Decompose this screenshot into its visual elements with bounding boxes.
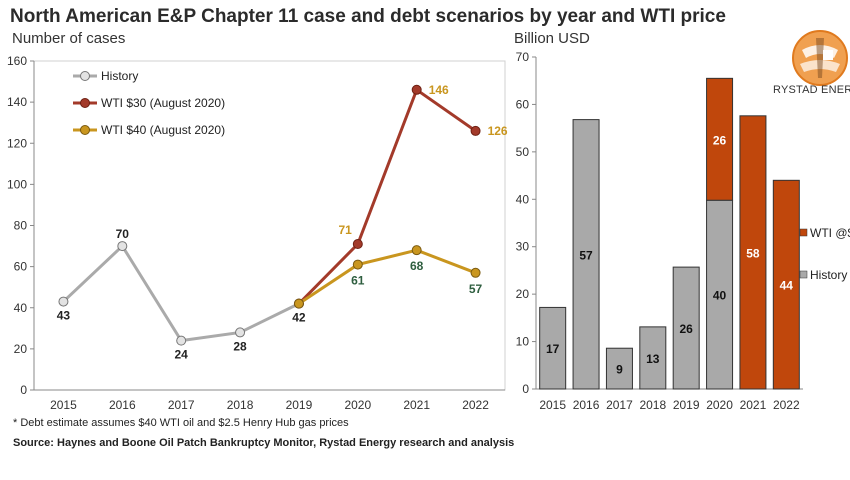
bar-wti (739, 115, 767, 390)
data-label: 68 (410, 259, 424, 273)
data-label: 42 (292, 311, 306, 325)
x-tick-label: 2018 (227, 398, 254, 412)
bar-legend-label: WTI @$ (810, 226, 850, 240)
series-line-1 (297, 87, 477, 305)
bar-data-label: 13 (646, 352, 660, 366)
data-point (411, 245, 422, 256)
data-point (470, 267, 481, 278)
bar-y-tick-label: 60 (516, 97, 530, 111)
data-point (235, 327, 246, 338)
x-tick-label: 2022 (462, 398, 489, 412)
data-label: 61 (351, 274, 365, 288)
bar-x-tick-label: 2015 (539, 398, 566, 412)
x-tick-label: 2017 (168, 398, 195, 412)
data-label: 57 (469, 282, 483, 296)
x-tick-label: 2016 (109, 398, 136, 412)
bar-y-tick-label: 0 (522, 382, 529, 396)
y-tick-label: 140 (7, 95, 27, 109)
legend-label: History (101, 69, 138, 83)
bar-history (639, 326, 667, 390)
data-label: 71 (338, 223, 352, 237)
data-label: 28 (233, 339, 247, 353)
x-tick-label: 2020 (344, 398, 371, 412)
series-line-2 (298, 248, 477, 305)
bar-x-tick-label: 2017 (606, 398, 633, 412)
data-point (352, 259, 363, 270)
y-tick-label: 60 (14, 260, 28, 274)
right-axis-title: Billion USD (514, 30, 590, 47)
footnote: * Debt estimate assumes $40 WTI oil and … (13, 417, 349, 429)
y-tick-label: 100 (7, 177, 27, 191)
y-tick-label: 80 (14, 219, 28, 233)
chart-title: North American E&P Chapter 11 case and d… (10, 6, 726, 27)
bar-history (672, 266, 700, 390)
bar-wti (772, 179, 800, 390)
bar-data-label: 44 (780, 279, 794, 293)
bar-data-label: 26 (680, 322, 694, 336)
x-tick-label: 2015 (50, 398, 77, 412)
data-point (58, 296, 69, 307)
bar-data-label: 17 (546, 342, 560, 356)
y-tick-label: 120 (7, 136, 27, 150)
legend-marker (80, 71, 90, 81)
source-note: Source: Haynes and Boone Oil Patch Bankr… (13, 437, 515, 449)
bar-y-tick-label: 30 (516, 240, 530, 254)
data-label: 70 (116, 227, 130, 241)
bar-y-tick-label: 40 (516, 192, 530, 206)
data-label: 126 (488, 124, 508, 138)
bar-x-tick-label: 2022 (773, 398, 800, 412)
legend-label: WTI $40 (August 2020) (101, 123, 225, 137)
bar-y-tick-label: 10 (516, 335, 530, 349)
bar-wti (706, 77, 734, 201)
y-tick-label: 160 (7, 54, 27, 68)
x-tick-label: 2019 (286, 398, 313, 412)
y-tick-label: 40 (14, 301, 28, 315)
y-tick-label: 20 (14, 342, 28, 356)
bar-history (572, 119, 600, 390)
legend-label: WTI $30 (August 2020) (101, 96, 225, 110)
bar-x-tick-label: 2016 (573, 398, 600, 412)
data-label: 146 (429, 83, 449, 97)
data-point (411, 84, 422, 95)
bar-history (706, 199, 734, 390)
data-point (117, 241, 128, 252)
data-point (293, 298, 304, 309)
legend-marker (80, 98, 90, 108)
bar-y-tick-label: 50 (516, 145, 530, 159)
data-label: 24 (175, 348, 189, 362)
bar-data-label: 58 (746, 246, 760, 260)
data-point (470, 125, 481, 136)
bar-y-tick-label: 70 (516, 50, 530, 64)
bar-x-tick-label: 2018 (639, 398, 666, 412)
legend-marker (80, 125, 90, 135)
data-point (352, 239, 363, 250)
bar-x-tick-label: 2021 (740, 398, 767, 412)
bar-legend-marker-wti (799, 228, 808, 237)
bar-data-label: 40 (713, 289, 727, 303)
bar-data-label: 57 (579, 248, 593, 262)
bar-legend-marker-history (799, 270, 808, 279)
brand-name: RYSTAD ENERGY (773, 84, 850, 96)
y-tick-label: 0 (20, 383, 27, 397)
plot-area-border (33, 60, 506, 391)
x-tick-label: 2021 (403, 398, 430, 412)
data-point (176, 335, 187, 346)
rystad-logo-icon (792, 30, 848, 86)
data-label: 43 (57, 309, 71, 323)
bar-data-label: 9 (616, 363, 623, 377)
bar-history (539, 306, 567, 390)
bar-x-tick-label: 2020 (706, 398, 733, 412)
bar-x-tick-label: 2019 (673, 398, 700, 412)
left-axis-title: Number of cases (12, 30, 126, 47)
bar-data-label: 26 (713, 133, 727, 147)
bar-legend-label: History (810, 268, 847, 282)
bar-history (605, 347, 633, 390)
bar-y-tick-label: 20 (516, 287, 530, 301)
series-line-0 (62, 243, 300, 343)
